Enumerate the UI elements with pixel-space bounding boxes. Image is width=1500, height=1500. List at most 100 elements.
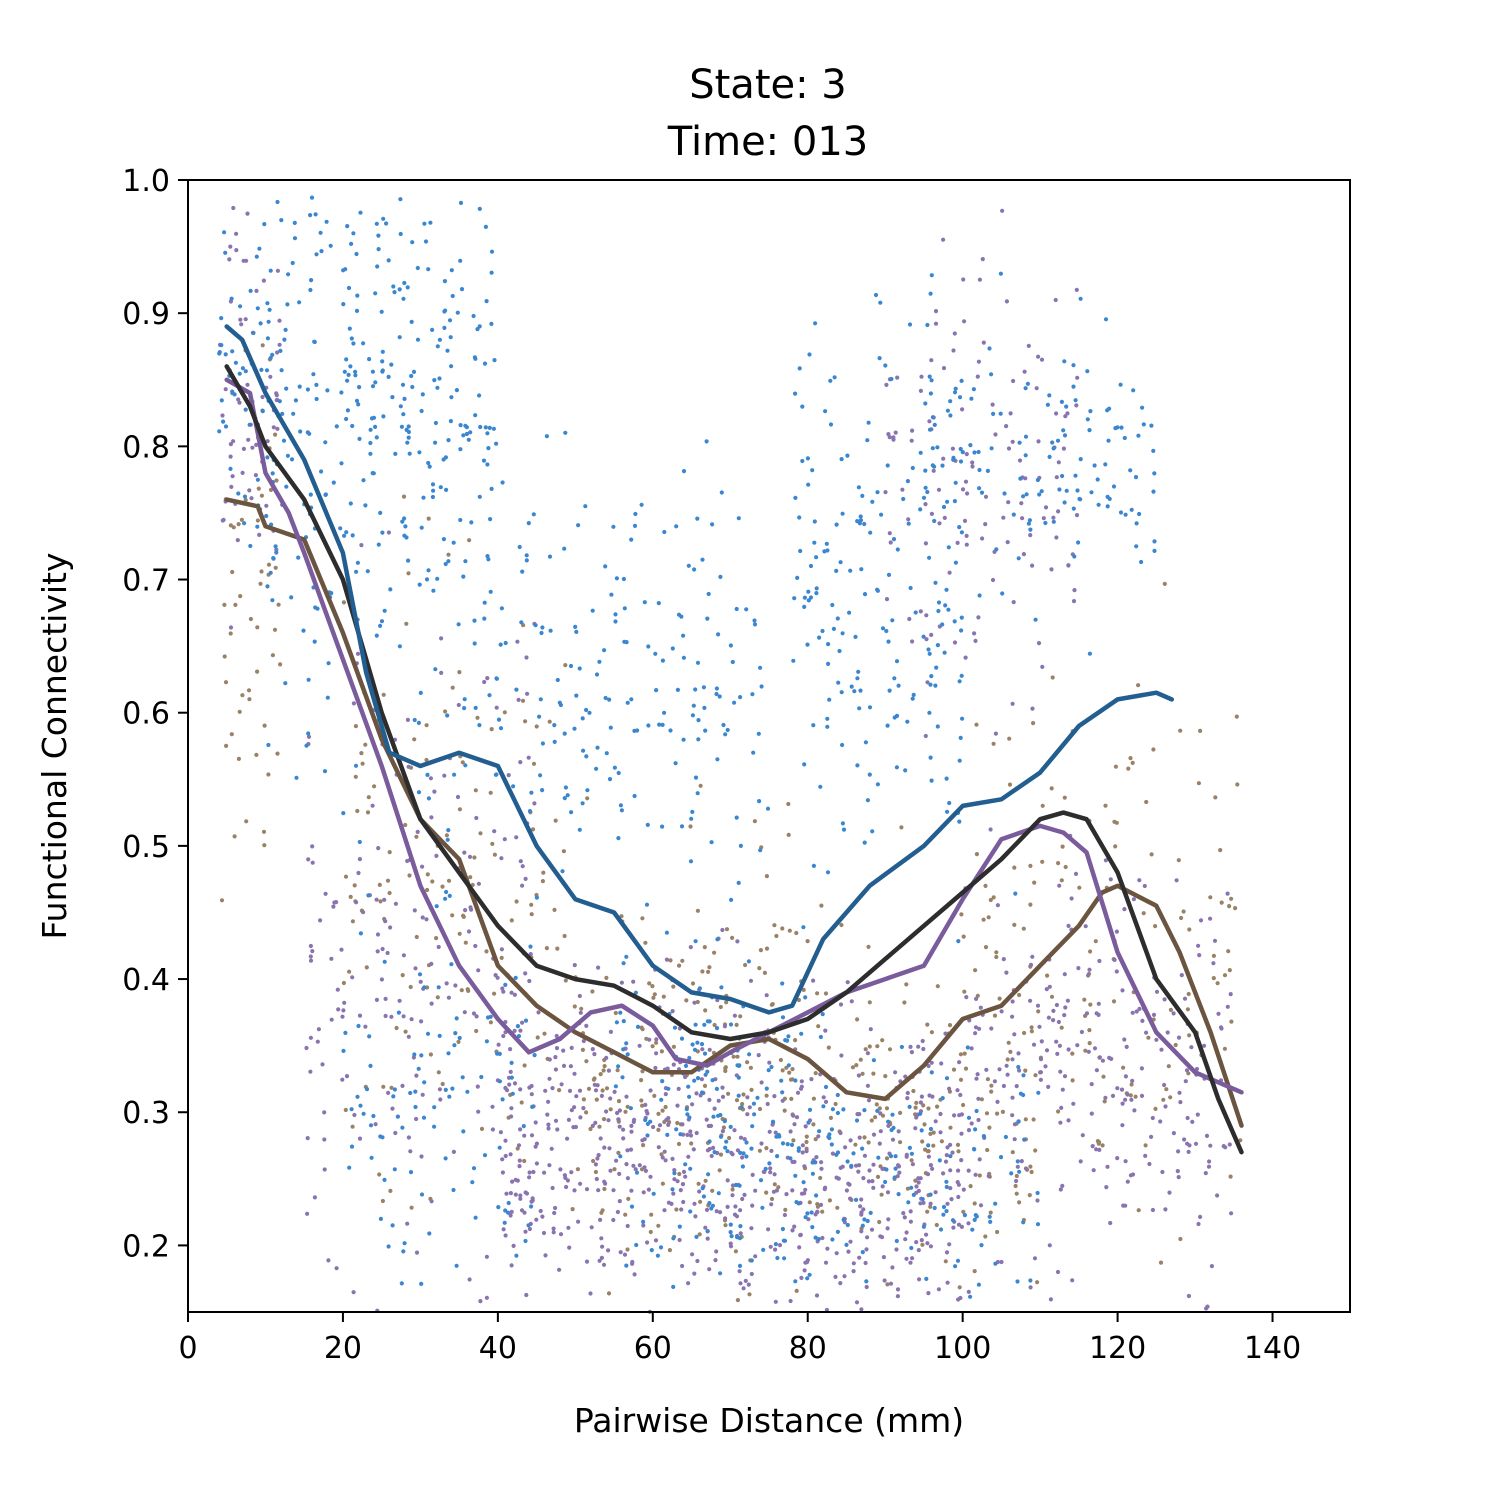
scatter-point [1043,520,1048,526]
scatter-point [720,1129,726,1134]
scatter-point [1219,900,1224,905]
scatter-point [835,1205,840,1210]
scatter-point [1064,404,1069,409]
scatter-point [363,1024,368,1029]
scatter-point [452,1043,457,1048]
scatter-point [883,490,888,495]
scatter-point [432,1124,437,1129]
scatter-point [958,1092,963,1098]
scatter-point [383,996,388,1002]
scatter-point [844,1242,849,1247]
scatter-point [370,369,375,374]
scatter-point [535,1035,540,1040]
scatter-point [739,1105,744,1110]
scatter-point [488,790,493,795]
scatter-point [604,975,609,981]
scatter-point [509,918,514,923]
scatter-point [707,1097,712,1102]
scatter-point [1051,519,1056,524]
scatter-point [1010,1014,1015,1019]
scatter-point [814,1293,820,1298]
scatter-point [686,1281,691,1286]
scatter-point [527,1170,532,1175]
scatter-point [970,1227,975,1232]
scatter-point [1168,1007,1173,1013]
scatter-point [443,709,448,714]
scatter-point [817,635,822,640]
scatter-point [919,1238,924,1243]
scatter-point [900,487,905,492]
scatter-point [631,979,636,984]
x-tick-label: 80 [789,1331,827,1366]
scatter-point [572,1071,577,1076]
scatter-point [1017,1068,1022,1073]
scatter-point [511,1243,516,1248]
scatter-point [651,995,656,1000]
scatter-point [484,1254,489,1259]
scatter-point [446,995,451,1000]
scatter-point [331,904,336,909]
scatter-point [580,716,585,721]
scatter-point [918,1201,923,1206]
scatter-point [793,1279,798,1284]
scatter-point [368,451,373,456]
scatter-point [799,1031,804,1036]
scatter-point [1010,1113,1015,1118]
scatter-point [502,837,507,842]
scatter-point [572,963,577,968]
scatter-point [1208,916,1213,921]
scatter-point [417,450,422,455]
scatter-point [1054,535,1059,540]
scatter-point [460,1075,465,1080]
scatter-point [375,264,380,269]
scatter-point [555,677,560,683]
scatter-point [603,1181,608,1186]
scatter-point [557,1088,562,1093]
scatter-point [629,1123,634,1128]
scatter-point [791,1138,796,1143]
scatter-point [1120,1123,1125,1128]
scatter-point [908,1044,913,1049]
scatter-point [937,1158,942,1163]
scatter-point [796,1148,801,1153]
scatter-point [405,717,410,723]
scatter-point [733,1182,739,1188]
scatter-point [349,1107,354,1112]
scatter-point [803,995,808,1000]
scatter-point [773,1299,778,1304]
scatter-point [951,1225,956,1230]
scatter-point [907,1104,912,1109]
scatter-point [1062,500,1067,505]
scatter-point [435,385,440,390]
scatter-point [968,1294,973,1299]
scatter-point [388,925,393,930]
scatter-point [733,1204,738,1209]
scatter-point [670,1156,675,1161]
scatter-point [604,1086,610,1091]
scatter-point [222,654,227,659]
scatter-point [841,827,847,832]
scatter-point [524,1292,529,1298]
scatter-point [403,524,408,529]
scatter-point [322,1137,327,1142]
scatter-point [1143,1143,1148,1148]
scatter-point [875,1108,880,1113]
scatter-point [397,998,402,1003]
scatter-point [640,1103,645,1108]
scatter-point [541,870,546,875]
scatter-point [858,688,863,693]
scatter-point [236,522,241,527]
scatter-point [532,801,537,806]
scatter-point [1092,1046,1098,1051]
scatter-point [772,1182,777,1187]
scatter-point [923,733,928,739]
scatter-point [656,1111,661,1116]
scatter-point [475,1084,480,1089]
scatter-point [820,1012,825,1017]
scatter-point [1168,1095,1173,1100]
scatter-point [256,486,261,491]
scatter-point [688,1133,694,1138]
scatter-point [420,392,425,397]
scatter-point [819,1166,824,1171]
scatter-point [702,705,707,711]
